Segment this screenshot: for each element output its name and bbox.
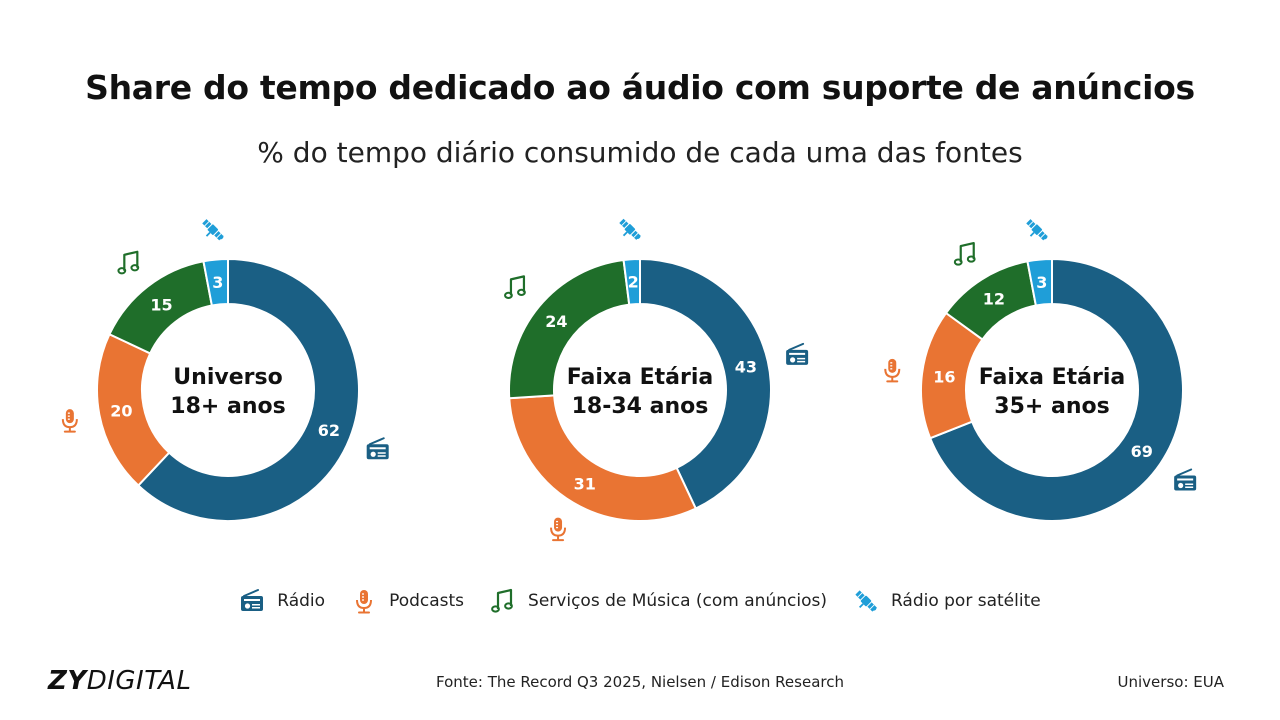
music-note-icon — [117, 250, 140, 275]
music-note-icon — [504, 275, 526, 299]
radio-icon — [1174, 468, 1197, 491]
center-label-line-1: Faixa Etária — [979, 365, 1125, 390]
data-label-podcasts: 20 — [110, 401, 132, 420]
slice-satellite — [1026, 257, 1053, 307]
data-label-music: 24 — [545, 312, 567, 331]
satellite-icon — [853, 588, 879, 614]
microphone-icon — [351, 588, 377, 614]
logo-light-text: DIGITAL — [86, 666, 192, 696]
center-label-line-1: Universo — [173, 365, 282, 390]
source-note: Fonte: The Record Q3 2025, Nielsen / Edi… — [436, 673, 844, 691]
slice-radio — [136, 257, 360, 522]
data-label-radio: 43 — [735, 357, 757, 376]
radio-icon — [366, 437, 389, 460]
slice-satellite — [622, 257, 641, 306]
donut-chart-1: 62 20 15 3 Universo 18+ anos — [61, 219, 389, 522]
microphone-icon — [550, 517, 567, 542]
logo-bold-text: ZY — [48, 666, 87, 696]
slice-radio — [928, 257, 1184, 522]
data-label-podcasts: 31 — [574, 474, 596, 493]
legend-item-satellite: Rádio por satélite — [853, 588, 1041, 614]
data-label-music: 12 — [983, 289, 1005, 308]
legend-item-podcasts: Podcasts — [351, 588, 464, 614]
satellite-icon — [1026, 219, 1048, 241]
satellite-icon — [619, 218, 641, 240]
slice-radio — [639, 257, 772, 510]
center-label-line-2: 18+ anos — [170, 394, 285, 419]
legend: Rádio Podcasts Serviços de Música (com a… — [0, 588, 1280, 614]
chart-subtitle: % do tempo diário consumido de cada uma … — [257, 136, 1023, 169]
microphone-icon — [884, 358, 901, 383]
radio-icon — [239, 588, 265, 614]
brand-logo: ZYDIGITAL — [48, 666, 191, 696]
data-label-radio: 62 — [318, 421, 340, 440]
legend-label-music: Serviços de Música (com anúncios) — [528, 591, 827, 611]
slice-podcasts — [96, 332, 171, 487]
universe-note: Universo: EUA — [1117, 673, 1224, 691]
legend-label-satellite: Rádio por satélite — [890, 591, 1041, 611]
data-label-satellite: 3 — [1036, 273, 1047, 292]
data-label-radio: 69 — [1131, 442, 1153, 461]
legend-label-podcasts: Podcasts — [389, 591, 465, 611]
microphone-icon — [61, 409, 78, 433]
center-label-line-2: 18-34 anos — [572, 394, 709, 419]
satellite-icon — [202, 219, 224, 241]
legend-label-radio: Rádio — [277, 591, 326, 611]
legend-item-radio: Rádio — [239, 588, 325, 614]
data-label-music: 15 — [150, 295, 172, 314]
data-label-satellite: 2 — [628, 273, 639, 292]
slice-satellite — [202, 257, 229, 307]
music-note-icon — [490, 588, 516, 614]
chart-title: Share do tempo dedicado ao áudio com sup… — [85, 68, 1195, 107]
music-note-icon — [953, 241, 976, 266]
center-label-line-1: Faixa Etária — [567, 365, 713, 390]
donut-chart-2: 43 31 24 2 Faixa Etária 18-34 anos — [504, 218, 809, 542]
radio-icon — [786, 342, 809, 365]
center-label-line-2: 35+ anos — [994, 394, 1109, 419]
data-label-satellite: 3 — [212, 273, 223, 292]
data-label-podcasts: 16 — [933, 367, 955, 386]
slice-podcasts — [508, 394, 698, 522]
donut-chart-3: 69 16 12 3 Faixa Etária 35+ anos — [884, 219, 1197, 522]
legend-item-music: Serviços de Música (com anúncios) — [490, 588, 827, 614]
